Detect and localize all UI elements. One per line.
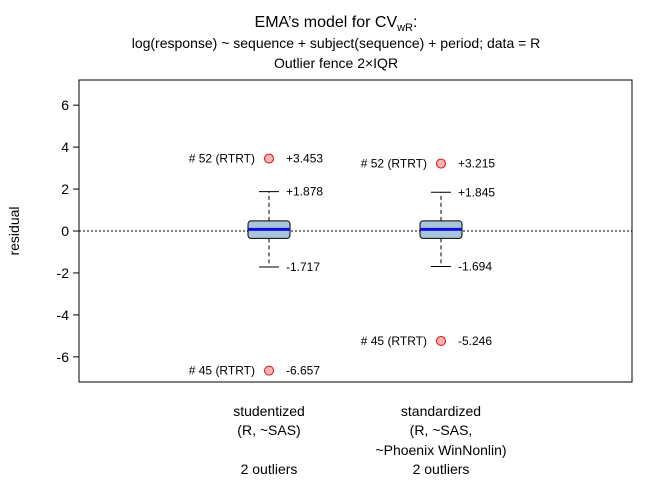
y-tick-label: 4 — [61, 139, 69, 155]
outlier-point — [436, 158, 446, 169]
title-main: EMA’s model for CVwR: — [255, 14, 418, 34]
x-axis-category-labels: studentized (R, ~SAS) 2 outliers standardiz… — [233, 403, 506, 477]
outlier-id-label: # 52 (RTRT) — [361, 157, 427, 171]
category-label-line: 2 outliers — [241, 461, 298, 477]
outlier-value-label: +3.215 — [458, 157, 495, 171]
whisker-high-label: +1.878 — [286, 185, 323, 199]
y-tick-label: 0 — [61, 223, 69, 239]
title-fence-note: Outlier fence 2×IQR — [274, 55, 398, 71]
category-label-line: studentized — [233, 403, 305, 419]
whisker-high-label: +1.845 — [458, 185, 495, 199]
chart-title: EMA’s model for CVwR: log(response) ~ se… — [132, 14, 541, 71]
category-label-line: ~Phoenix WinNonlin) — [375, 442, 506, 458]
category-label-line: 2 outliers — [413, 461, 470, 477]
title-subtitle: log(response) ~ sequence + subject(seque… — [132, 35, 541, 51]
category-label-line: (R, ~SAS, — [410, 422, 473, 438]
y-tick-label: 2 — [61, 181, 69, 197]
outlier-value-label: -5.246 — [458, 334, 492, 348]
outlier-id-label: # 45 (RTRT) — [361, 334, 427, 348]
outlier-id-label: # 45 (RTRT) — [189, 364, 255, 378]
box-group: +1.845 -1.694 # 52 (RTRT) +3.215 # 45 (RTRT)… — [361, 157, 496, 348]
y-tick-label: -6 — [57, 349, 70, 365]
boxes-layer: +1.878 -1.717 # 52 (RTRT) +3.453 # 45 (RTRT)… — [189, 152, 496, 378]
y-tick-label: -2 — [57, 265, 70, 281]
whisker-low-label: -1.694 — [458, 260, 492, 274]
category-label-line: (R, ~SAS) — [237, 422, 300, 438]
whisker-low-label: -1.717 — [286, 260, 320, 274]
category-label-line: standardized — [401, 403, 481, 419]
y-tick-label: 6 — [61, 97, 69, 113]
y-axis: -6 -4 -2 0 2 4 6 — [57, 97, 79, 365]
outlier-point — [264, 153, 274, 164]
box-group: +1.878 -1.717 # 52 (RTRT) +3.453 # 45 (RTRT)… — [189, 152, 324, 378]
outlier-point — [436, 336, 446, 347]
y-tick-label: -4 — [57, 307, 70, 323]
outlier-id-label: # 52 (RTRT) — [189, 152, 255, 166]
outlier-value-label: +3.453 — [286, 152, 323, 166]
outlier-point — [264, 365, 274, 376]
y-axis-label: residual — [6, 206, 22, 255]
outlier-value-label: -6.657 — [286, 364, 320, 378]
